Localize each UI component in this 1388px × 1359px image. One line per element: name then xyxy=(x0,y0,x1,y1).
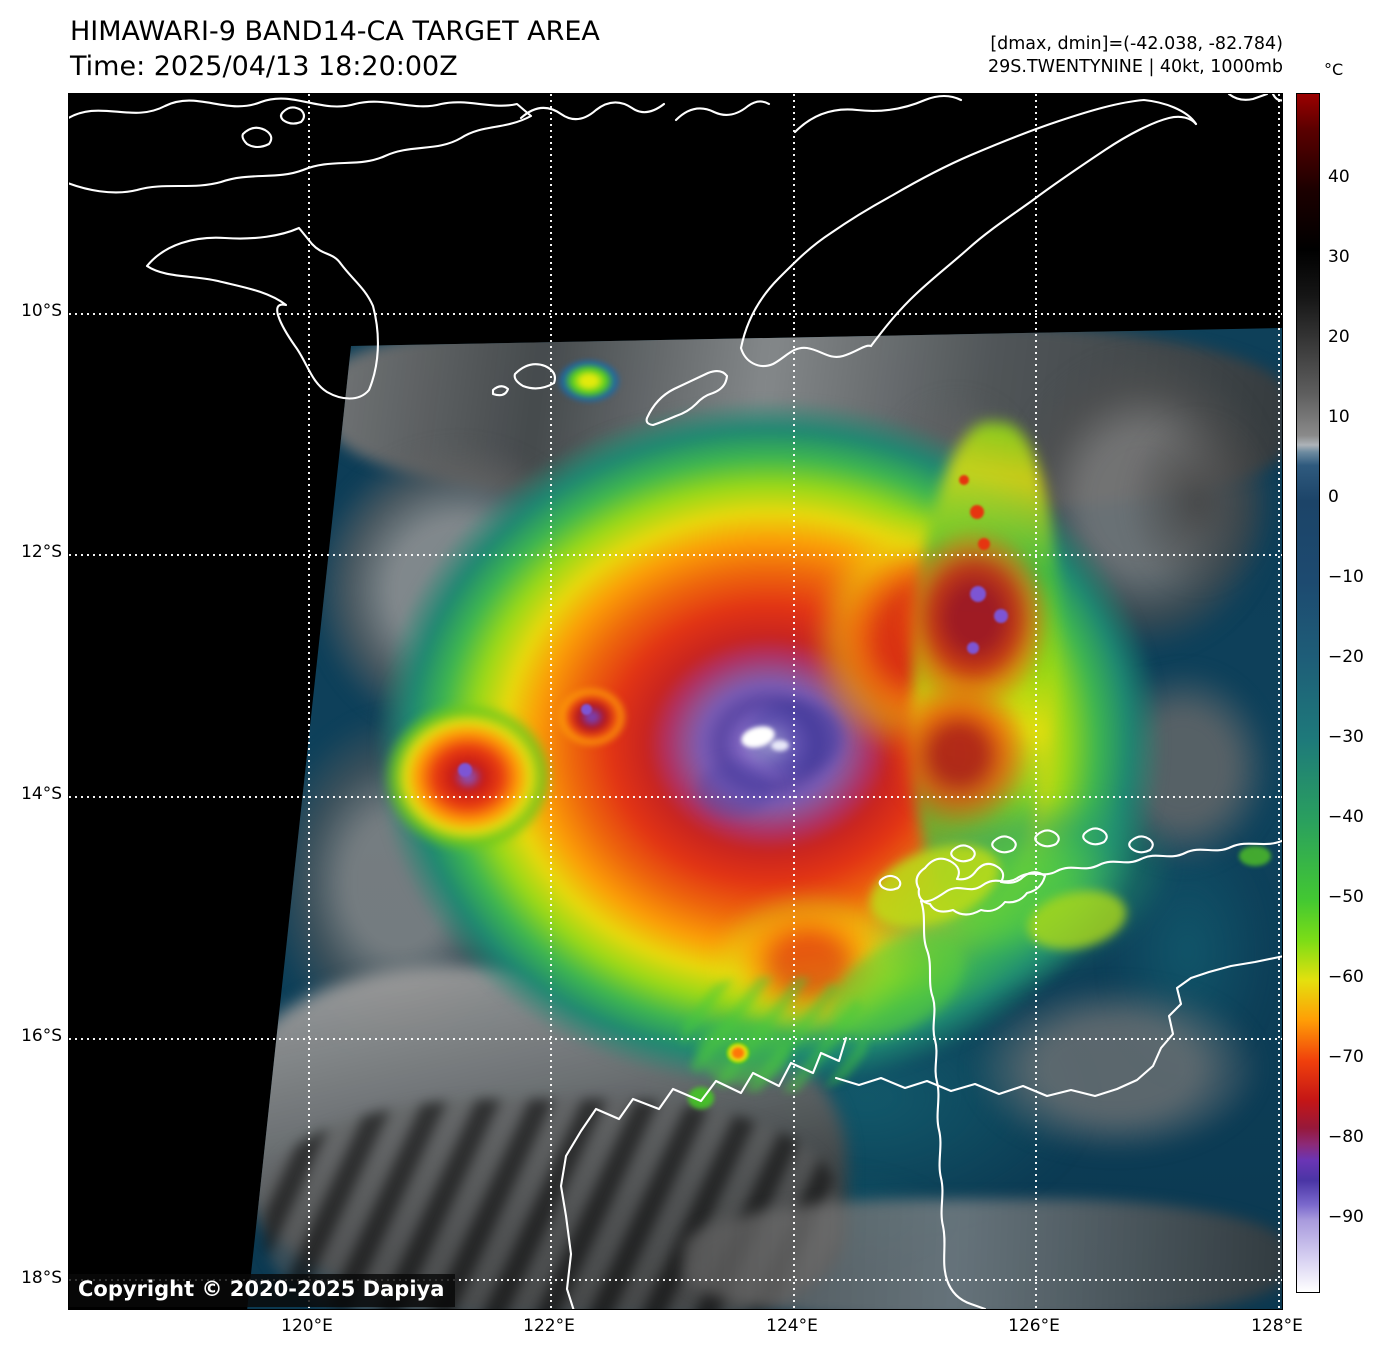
coastline-savu-islet xyxy=(491,385,510,397)
coastlines xyxy=(69,94,1282,1309)
purple-speck xyxy=(458,763,472,777)
coastline-timor-west xyxy=(739,98,1198,350)
coastline-buccaneer-cluster xyxy=(915,857,1047,916)
colorbar-tick: 30 xyxy=(1328,247,1350,267)
coastline-small-island xyxy=(241,126,273,149)
lon-tick-label: 122°E xyxy=(523,1316,575,1336)
gridline-lon-124e xyxy=(793,94,795,1309)
coastline-offshore-island xyxy=(1034,829,1060,848)
gridline-lat-10s xyxy=(69,313,1282,315)
gridline-lat-16s xyxy=(69,1038,1282,1040)
orange-dot xyxy=(726,1042,750,1064)
coastline-offshore-island xyxy=(1128,835,1154,854)
colorbar-tick: −10 xyxy=(1328,567,1364,587)
satellite-map: Copyright © 2020-2025 Dapiya xyxy=(68,93,1283,1310)
colorbar-unit-label: °C xyxy=(1324,60,1344,79)
coastline-offshore-island xyxy=(991,835,1017,854)
colorbar-tick: 20 xyxy=(1328,327,1350,347)
green-dot xyxy=(1239,846,1271,866)
lat-tick-label: 18°S xyxy=(21,1268,62,1288)
colorbar-tick: 10 xyxy=(1328,407,1350,427)
coastline-kingsound-east xyxy=(919,899,987,1309)
coldest-top-white xyxy=(771,740,789,751)
gridline-lat-12s xyxy=(69,554,1282,556)
small-convective-cell xyxy=(556,686,628,748)
coastline-timor-east xyxy=(869,115,1198,348)
coastline-dampier xyxy=(559,1036,848,1309)
gridline-lon-120e xyxy=(308,94,310,1309)
coastline-south-shore xyxy=(834,955,1282,1098)
lat-tick-label: 14°S xyxy=(21,784,62,804)
temperature-colorbar xyxy=(1296,93,1320,1293)
gridline-lat-18s xyxy=(69,1279,1282,1281)
page-title: HIMAWARI-9 BAND14-CA TARGET AREA xyxy=(70,16,600,47)
gridline-lon-128e xyxy=(1278,94,1280,1309)
coastline-timor-tip xyxy=(739,344,873,368)
purple-speck xyxy=(581,704,592,715)
lon-tick-label: 128°E xyxy=(1251,1316,1303,1336)
colorbar-tick: −70 xyxy=(1328,1047,1364,1067)
colorbar-tick: −40 xyxy=(1328,807,1364,827)
gridline-lon-126e xyxy=(1035,94,1037,1309)
coastline-offshore-island xyxy=(950,844,976,863)
header-readouts: [dmax, dmin]=(-42.038, -82.784) 29S.TWEN… xyxy=(988,33,1283,79)
image-timestamp: Time: 2025/04/13 18:20:00Z xyxy=(70,51,458,82)
lat-tick-label: 12°S xyxy=(21,542,62,562)
purple-speck xyxy=(970,586,986,602)
colorbar-tick: −50 xyxy=(1328,887,1364,907)
coastline-flores xyxy=(69,97,533,194)
colorbar-tick: −60 xyxy=(1328,967,1364,987)
core-shadow xyxy=(697,762,772,817)
coastline-offshore-island xyxy=(1082,827,1108,846)
purple-speck xyxy=(967,642,979,654)
coastline-alor-chain xyxy=(519,100,771,122)
red-dot xyxy=(959,475,969,485)
colorbar-tick: 0 xyxy=(1328,487,1339,507)
coastline-top-right xyxy=(1227,94,1282,102)
colorbar-tick: 40 xyxy=(1328,167,1350,187)
colorbar-tick: −80 xyxy=(1328,1127,1364,1147)
coastline-small-island xyxy=(279,106,306,125)
lon-tick-label: 124°E xyxy=(766,1316,818,1336)
coastline-offshore-island xyxy=(878,874,902,891)
cloud-mass xyxy=(1107,390,1282,615)
red-dot xyxy=(970,505,984,519)
coastline-wetar xyxy=(793,94,963,134)
lat-tick-label: 10°S xyxy=(21,301,62,321)
coastline-kimberley-north xyxy=(919,839,1282,903)
isolated-cold-cell xyxy=(556,358,622,404)
dmax-dmin-readout: [dmax, dmin]=(-42.038, -82.784) xyxy=(990,34,1283,54)
cloud-mass xyxy=(684,1199,1282,1309)
colorbar-tick: −30 xyxy=(1328,727,1364,747)
coastline-sumba xyxy=(145,226,379,400)
colorbar-tick: −20 xyxy=(1328,647,1364,667)
coastline-roti xyxy=(645,370,729,427)
copyright-badge: Copyright © 2020-2025 Dapiya xyxy=(69,1273,456,1307)
gridline-lat-14s xyxy=(69,796,1282,798)
crimson-cell xyxy=(887,679,1032,829)
west-convective-cell xyxy=(382,701,554,853)
lon-tick-label: 120°E xyxy=(281,1316,333,1336)
purple-speck xyxy=(994,609,1008,623)
gridline-lon-122e xyxy=(550,94,552,1309)
coastline-savu xyxy=(513,363,556,390)
lat-tick-label: 16°S xyxy=(21,1026,62,1046)
red-dot xyxy=(978,538,990,550)
colorbar-tick: −90 xyxy=(1328,1207,1364,1227)
storm-info-readout: 29S.TWENTYNINE | 40kt, 1000mb xyxy=(988,57,1283,77)
lon-tick-label: 126°E xyxy=(1008,1316,1060,1336)
